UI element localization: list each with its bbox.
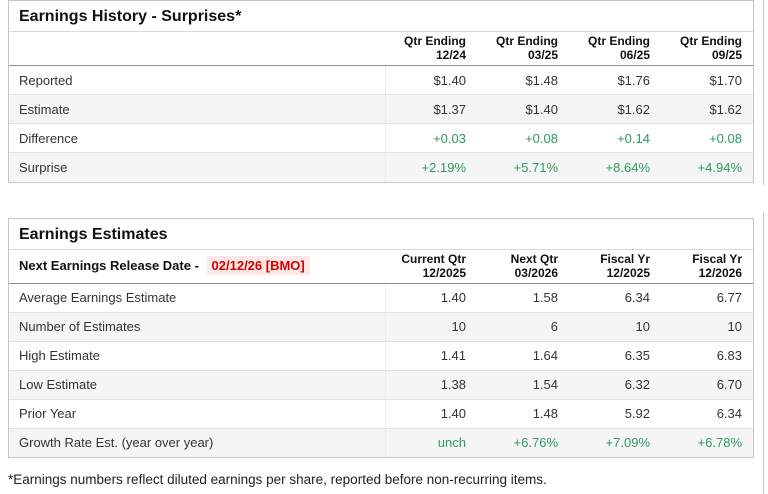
cell-value: +7.09% — [569, 428, 661, 457]
cell-value: 10 — [569, 312, 661, 342]
table-row: Reported $1.40 $1.48 $1.76 $1.70 — [9, 65, 753, 95]
cell-value: +5.71% — [477, 152, 569, 182]
column-header: Qtr Ending 03/25 — [477, 32, 569, 66]
cell-value: 1.41 — [384, 341, 477, 371]
cell-value: $1.48 — [477, 65, 569, 95]
cell-value: 1.38 — [384, 370, 477, 400]
adjacent-panel-edge — [763, 213, 764, 494]
column-header: Qtr Ending 09/25 — [661, 32, 753, 66]
cell-value: $1.40 — [477, 94, 569, 124]
earnings-footnote: *Earnings numbers reflect diluted earnin… — [8, 472, 547, 487]
cell-value: 1.48 — [477, 399, 569, 429]
cell-value: 6.32 — [569, 370, 661, 400]
cell-value: $1.37 — [384, 94, 477, 124]
earnings-estimates-panel: Earnings Estimates Next Earnings Release… — [8, 217, 754, 458]
cell-value: unch — [384, 428, 477, 457]
cell-value: +0.08 — [661, 123, 753, 153]
cell-value: +4.94% — [661, 152, 753, 182]
table-row: Average Earnings Estimate 1.40 1.58 6.34 6.7… — [9, 283, 753, 313]
cell-value: +6.78% — [661, 428, 753, 457]
column-header: Qtr Ending 12/24 — [385, 32, 477, 66]
row-label: Average Earnings Estimate — [9, 283, 385, 313]
cell-value: +8.64% — [569, 152, 661, 182]
cell-value: 1.40 — [384, 399, 477, 429]
table-row: Prior Year 1.40 1.48 5.92 6.34 — [9, 399, 753, 429]
column-header: Current Qtr 12/2025 — [385, 249, 477, 284]
cell-value: 1.40 — [384, 283, 477, 313]
cell-value: +2.19% — [384, 152, 477, 182]
table-row: Growth Rate Est. (year over year) unch +6.… — [9, 428, 753, 457]
earnings-estimates-title: Earnings Estimates — [9, 219, 753, 250]
cell-value: 1.64 — [477, 341, 569, 371]
row-label: Difference — [9, 123, 385, 153]
cell-value: 6.35 — [569, 341, 661, 371]
earnings-history-panel: Earnings History - Surprises* Qtr Ending… — [8, 0, 754, 183]
cell-value: $1.40 — [384, 65, 477, 95]
cell-value: $1.62 — [661, 94, 753, 124]
row-label: Prior Year — [9, 399, 385, 429]
cell-value: 6.34 — [569, 283, 661, 313]
cell-value: +6.76% — [477, 428, 569, 457]
cell-value: 1.58 — [477, 283, 569, 313]
panel-gap — [0, 183, 768, 218]
cell-value: +0.14 — [569, 123, 661, 153]
table-row: Low Estimate 1.38 1.54 6.32 6.70 — [9, 370, 753, 400]
table-row: Estimate $1.37 $1.40 $1.62 $1.62 — [9, 94, 753, 124]
column-header: Fiscal Yr 12/2025 — [569, 249, 661, 284]
row-label: Estimate — [9, 94, 385, 124]
column-header: Qtr Ending 06/25 — [569, 32, 661, 66]
cell-value: 6.83 — [661, 341, 753, 371]
empty-header-cell — [9, 32, 385, 66]
earnings-history-title: Earnings History - Surprises* — [9, 1, 753, 32]
cell-value: 1.54 — [477, 370, 569, 400]
row-label: Growth Rate Est. (year over year) — [9, 428, 385, 457]
cell-value: 6 — [477, 312, 569, 342]
table-row: Difference +0.03 +0.08 +0.14 +0.08 — [9, 123, 753, 153]
cell-value: 6.70 — [661, 370, 753, 400]
column-header-row: Next Earnings Release Date - 02/12/26 [B… — [9, 249, 753, 284]
cell-value: +0.08 — [477, 123, 569, 153]
cell-value: $1.62 — [569, 94, 661, 124]
cell-value: +0.03 — [384, 123, 477, 153]
earnings-estimates-table: Next Earnings Release Date - 02/12/26 [B… — [9, 249, 753, 457]
next-earnings-release-label: Next Earnings Release Date - — [19, 257, 203, 273]
column-header: Next Qtr 03/2026 — [477, 249, 569, 284]
row-label: Surprise — [9, 152, 385, 182]
table-row: High Estimate 1.41 1.64 6.35 6.83 — [9, 341, 753, 371]
table-row: Number of Estimates 10 6 10 10 — [9, 312, 753, 342]
earnings-history-table: Qtr Ending 12/24 Qtr Ending 03/25 Qtr Ending… — [9, 32, 753, 182]
table-row: Surprise +2.19% +5.71% +8.64% +4.94% — [9, 152, 753, 182]
adjacent-panel-edge — [763, 0, 764, 185]
column-header: Fiscal Yr 12/2026 — [661, 249, 753, 284]
cell-value: 5.92 — [569, 399, 661, 429]
cell-value: 6.34 — [661, 399, 753, 429]
cell-value: $1.70 — [661, 65, 753, 95]
column-header-row: Qtr Ending 12/24 Qtr Ending 03/25 Qtr Ending… — [9, 32, 753, 66]
cell-value: $1.76 — [569, 65, 661, 95]
release-date-badge: 02/12/26 [BMO] — [206, 255, 310, 275]
row-label: Low Estimate — [9, 370, 385, 400]
row-label: Reported — [9, 65, 385, 95]
row-label: Number of Estimates — [9, 312, 385, 342]
next-earnings-release-cell: Next Earnings Release Date - 02/12/26 [B… — [9, 249, 385, 284]
cell-value: 6.77 — [661, 283, 753, 313]
cell-value: 10 — [661, 312, 753, 342]
cell-value: 10 — [384, 312, 477, 342]
row-label: High Estimate — [9, 341, 385, 371]
